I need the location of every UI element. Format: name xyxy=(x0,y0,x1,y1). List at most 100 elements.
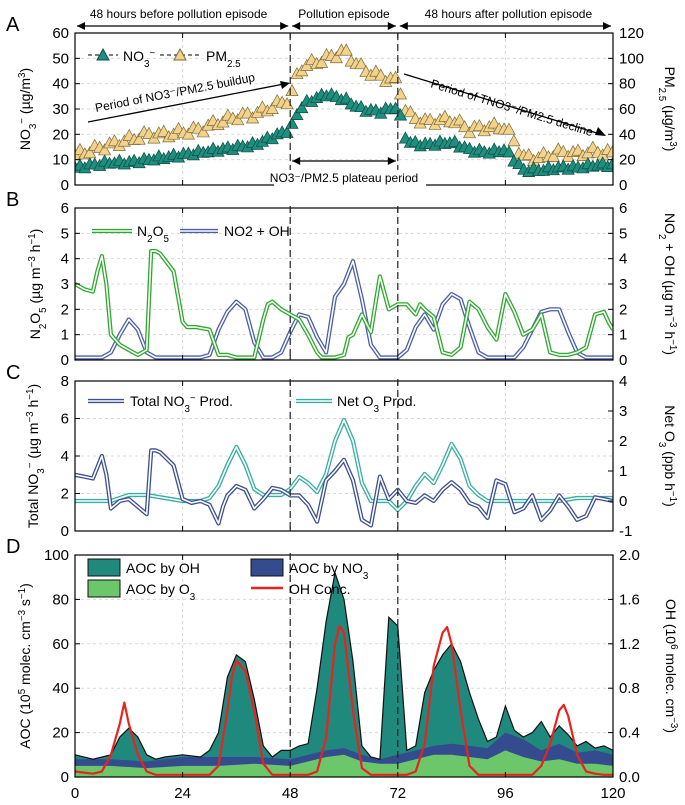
y-tick-label: 0 xyxy=(61,769,69,786)
arrow-plateau-head xyxy=(292,157,301,165)
net-o3-line-inner xyxy=(75,419,613,511)
pm25-marker xyxy=(314,55,329,68)
pm25-marker xyxy=(458,120,472,133)
y2-axis-label-d: OH (106 molec. cm−3) xyxy=(663,599,680,733)
arrow-plateau-head xyxy=(387,157,396,165)
y2-axis-label-c: Net O3 (ppb h−1) xyxy=(657,405,679,506)
label-bg xyxy=(292,5,392,21)
legend-swatch-aoc-no3 xyxy=(250,558,284,577)
y2-axis-label-b: NO2 + OH (µg m−3 h−1) xyxy=(657,213,679,355)
y-tick-label: 40 xyxy=(52,76,69,93)
y-tick-label: 3 xyxy=(61,276,69,293)
pm25-marker xyxy=(285,83,299,96)
y2-tick-label: 0 xyxy=(619,177,627,194)
no3-marker xyxy=(285,116,299,129)
y-axis-label-c: Total NO3− (µg m−3 h−1) xyxy=(25,384,47,528)
panel-b-lines xyxy=(75,249,613,360)
label-bg xyxy=(274,170,426,186)
pm25-marker xyxy=(438,109,452,122)
pm25-marker xyxy=(354,57,368,70)
panel-d-areas xyxy=(75,570,613,777)
y-tick-label: 20 xyxy=(52,126,69,143)
arrow-decline xyxy=(403,73,601,135)
pm25-marker xyxy=(231,113,245,126)
legend-label-aoc-oh: AOC by OH xyxy=(126,560,200,576)
y2-tick-label: 0 xyxy=(619,352,627,369)
pm25-marker xyxy=(329,50,343,64)
aoc-oh-area xyxy=(75,572,613,777)
y-axis-label-a: NO3− (µg/m3) xyxy=(17,68,39,150)
y2-tick-label: 1 xyxy=(619,463,627,480)
no3-marker xyxy=(290,107,304,120)
y-tick-label: 30 xyxy=(52,101,69,118)
y2-axis-label-a: PM2.5 (µg/m3) xyxy=(657,67,679,152)
legend-label-pm25: PM2.5 xyxy=(206,48,241,70)
y2-tick-label: 0 xyxy=(619,493,627,510)
label-plateau: NO3⁻/PM2.5 plateau period xyxy=(270,171,418,185)
arrow-after-head xyxy=(399,22,408,30)
label-before-period: 48 hours before pollution episode xyxy=(90,7,268,21)
y2-tick-label: 20 xyxy=(619,152,636,169)
panel-frame xyxy=(74,207,614,361)
y2-tick-label: 80 xyxy=(619,76,636,93)
x-tick-label: 48 xyxy=(282,785,299,802)
pm25-marker xyxy=(388,70,403,83)
y-tick-label: 2 xyxy=(61,301,69,318)
pm25-marker xyxy=(265,101,279,114)
legend-label-aoc-o3: AOC by O3 xyxy=(126,581,196,603)
legend-label-no2oh: NO2 + OH xyxy=(224,223,290,239)
pm25-marker xyxy=(453,113,467,126)
pm25-marker xyxy=(339,43,353,56)
y2-tick-label: 4 xyxy=(619,373,627,390)
pm25-marker xyxy=(216,115,230,128)
y2-tick-label: 2 xyxy=(619,301,627,318)
legend-label-neto3: Net O3 Prod. xyxy=(337,393,416,415)
total-no3-line-inner xyxy=(75,449,613,527)
y-tick-label: 2 xyxy=(61,486,69,503)
panel-frame xyxy=(74,554,614,778)
y-tick-label: 0 xyxy=(61,523,69,540)
y-tick-label: 4 xyxy=(61,251,69,268)
pm25-marker xyxy=(522,147,536,160)
pm25-marker xyxy=(462,126,477,139)
n2o5-line xyxy=(75,249,613,360)
label-bg xyxy=(408,5,603,21)
y2-tick-label: 3 xyxy=(619,276,627,293)
y2-tick-label: 120 xyxy=(619,25,644,42)
y-tick-label: 60 xyxy=(52,25,69,42)
pm25-marker xyxy=(181,127,196,140)
y2-tick-label: 0.4 xyxy=(619,725,640,742)
y-tick-label: 60 xyxy=(52,636,69,653)
legend-label-totno3: Total NO3− Prod. xyxy=(130,393,233,415)
no3-marker xyxy=(339,91,353,104)
pm25-marker xyxy=(132,132,146,145)
y-tick-label: 100 xyxy=(44,547,69,564)
y-tick-label: 6 xyxy=(61,411,69,428)
pm25-marker xyxy=(393,87,408,100)
y-tick-label: 4 xyxy=(61,448,69,465)
no3-marker xyxy=(512,156,526,170)
y-tick-label: 5 xyxy=(61,225,69,242)
arrow-decline-head xyxy=(595,127,606,136)
pm25-marker xyxy=(487,116,501,129)
y-tick-label: 10 xyxy=(52,152,69,169)
y2-tick-label: 6 xyxy=(619,200,627,217)
y-tick-label: 8 xyxy=(61,373,69,390)
oh-conc-line xyxy=(75,624,613,776)
panel-label-b: B xyxy=(6,189,19,211)
y-tick-label: 50 xyxy=(52,50,69,67)
arrow-during-head xyxy=(387,22,396,30)
label-after-period: 48 hours after pollution episode xyxy=(425,7,593,21)
legend-swatch-aoc-o3 xyxy=(87,579,121,598)
y-tick-label: 0 xyxy=(61,177,69,194)
label-pollution-episode: Pollution episode xyxy=(298,7,390,21)
y2-tick-label: 5 xyxy=(619,225,627,242)
arrow-before-head xyxy=(77,22,85,30)
panel-label-c: C xyxy=(6,362,20,384)
legend-label-oh-conc: OH Conc. xyxy=(289,581,350,597)
legend-label-no3: NO3− xyxy=(123,48,155,70)
y-tick-label: 6 xyxy=(61,200,69,217)
y-tick-label: 0 xyxy=(61,352,69,369)
pm25-marker xyxy=(374,68,388,81)
